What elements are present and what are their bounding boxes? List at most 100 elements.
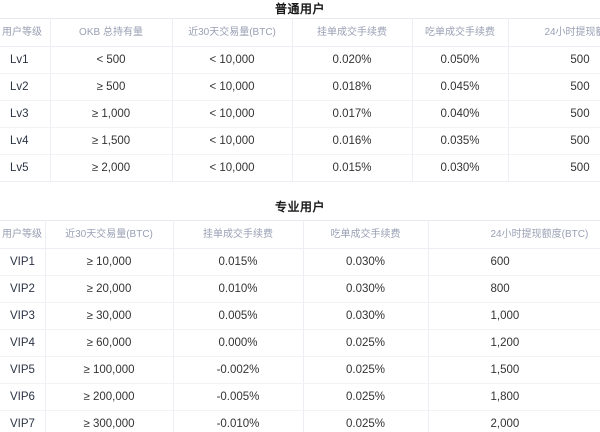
cell-30d-volume: < 10,000 (172, 100, 293, 128)
cell-user-level: Lv1 (0, 46, 51, 74)
table-header-row: 用户等级 OKB 总持有量 近30天交易量(BTC) 挂单成交手续费 吃单成交手… (0, 18, 600, 47)
table-row: VIP6 ≥ 200,000 -0.005% 0.025% 1,800 (0, 383, 600, 411)
cell-taker-fee: 0.025% (303, 329, 429, 357)
cell-taker-fee: 0.030% (303, 302, 429, 330)
cell-taker-fee: 0.025% (303, 410, 429, 432)
cell-maker-fee: -0.005% (173, 383, 304, 411)
cell-user-level: VIP7 (0, 410, 46, 432)
cell-30d-volume: < 10,000 (172, 73, 293, 101)
col-header-taker-fee: 吃单成交手续费 (412, 18, 509, 47)
col-header-30d-volume: 近30天交易量(BTC) (172, 18, 293, 47)
cell-okb-holdings: ≥ 500 (50, 73, 173, 101)
table-row: Lv5 ≥ 2,000 < 10,000 0.015% 0.030% 500 (0, 154, 600, 182)
cell-30d-volume: ≥ 20,000 (45, 275, 174, 303)
cell-maker-fee: -0.002% (173, 356, 304, 384)
table-body-professional: VIP1 ≥ 10,000 0.015% 0.030% 600 VIP2 ≥ 2… (0, 248, 600, 432)
table-wrap-regular: 用户等级 OKB 总持有量 近30天交易量(BTC) 挂单成交手续费 吃单成交手… (0, 18, 600, 182)
cell-24h-withdraw-limit: 2,000 (428, 410, 600, 432)
col-header-24h-withdraw-limit: 24小时提现额度(BTC) (428, 220, 600, 249)
cell-30d-volume: ≥ 10,000 (45, 248, 174, 276)
cell-taker-fee: 0.030% (303, 275, 429, 303)
table-row: Lv1 < 500 < 10,000 0.020% 0.050% 500 (0, 46, 600, 74)
cell-24h-withdraw-limit: 500 (508, 100, 600, 128)
cell-maker-fee: 0.015% (292, 154, 413, 182)
cell-okb-holdings: ≥ 1,500 (50, 127, 173, 155)
cell-24h-withdraw-limit: 1,500 (428, 356, 600, 384)
cell-taker-fee: 0.030% (412, 154, 509, 182)
cell-24h-withdraw-limit: 600 (428, 248, 600, 276)
cell-user-level: Lv2 (0, 73, 51, 101)
cell-24h-withdraw-limit: 500 (508, 154, 600, 182)
table-row: VIP3 ≥ 30,000 0.005% 0.030% 1,000 (0, 302, 600, 330)
section-title-professional: 专业用户 (274, 200, 325, 214)
cell-taker-fee: 0.035% (412, 127, 509, 155)
col-header-maker-fee: 挂单成交手续费 (292, 18, 413, 47)
cell-user-level: Lv4 (0, 127, 51, 155)
cell-30d-volume: ≥ 100,000 (45, 356, 174, 384)
table-body-regular: Lv1 < 500 < 10,000 0.020% 0.050% 500 Lv2… (0, 46, 600, 182)
table-row: Lv3 ≥ 1,000 < 10,000 0.017% 0.040% 500 (0, 100, 600, 128)
cell-taker-fee: 0.025% (303, 383, 429, 411)
cell-okb-holdings: ≥ 1,000 (50, 100, 173, 128)
col-header-taker-fee: 吃单成交手续费 (303, 220, 429, 249)
cell-taker-fee: 0.050% (412, 46, 509, 74)
cell-taker-fee: 0.045% (412, 73, 509, 101)
cell-30d-volume: ≥ 60,000 (45, 329, 174, 357)
section-professional-users: 专业用户 用户等级 近30天交易量(BTC) 挂单成交手续费 吃单成交手续费 2… (0, 198, 600, 432)
table-row: VIP7 ≥ 300,000 -0.010% 0.025% 2,000 (0, 410, 600, 432)
col-header-maker-fee: 挂单成交手续费 (173, 220, 304, 249)
table-wrap-professional: 用户等级 近30天交易量(BTC) 挂单成交手续费 吃单成交手续费 24小时提现… (0, 220, 600, 432)
cell-user-level: VIP2 (0, 275, 46, 303)
cell-user-level: VIP6 (0, 383, 46, 411)
cell-maker-fee: 0.015% (173, 248, 304, 276)
cell-okb-holdings: ≥ 2,000 (50, 154, 173, 182)
table-row: VIP1 ≥ 10,000 0.015% 0.030% 600 (0, 248, 600, 276)
table-row: VIP2 ≥ 20,000 0.010% 0.030% 800 (0, 275, 600, 303)
cell-maker-fee: 0.018% (292, 73, 413, 101)
cell-30d-volume: ≥ 30,000 (45, 302, 174, 330)
cell-maker-fee: 0.010% (173, 275, 304, 303)
col-header-30d-volume: 近30天交易量(BTC) (45, 220, 174, 249)
cell-okb-holdings: < 500 (50, 46, 173, 74)
cell-30d-volume: < 10,000 (172, 154, 293, 182)
cell-user-level: VIP4 (0, 329, 46, 357)
col-header-24h-withdraw-limit: 24小时提现额度 (508, 18, 600, 47)
table-header-row: 用户等级 近30天交易量(BTC) 挂单成交手续费 吃单成交手续费 24小时提现… (0, 220, 600, 249)
cell-maker-fee: 0.020% (292, 46, 413, 74)
cell-24h-withdraw-limit: 1,200 (428, 329, 600, 357)
cell-user-level: VIP3 (0, 302, 46, 330)
col-header-user-level: 用户等级 (0, 220, 46, 249)
cell-24h-withdraw-limit: 500 (508, 127, 600, 155)
cell-user-level: VIP1 (0, 248, 46, 276)
table-row: Lv4 ≥ 1,500 < 10,000 0.016% 0.035% 500 (0, 127, 600, 155)
table-row: VIP5 ≥ 100,000 -0.002% 0.025% 1,500 (0, 356, 600, 384)
table-row: Lv2 ≥ 500 < 10,000 0.018% 0.045% 500 (0, 73, 600, 101)
fee-table-regular: 用户等级 OKB 总持有量 近30天交易量(BTC) 挂单成交手续费 吃单成交手… (0, 18, 600, 182)
cell-maker-fee: 0.005% (173, 302, 304, 330)
cell-24h-withdraw-limit: 1,000 (428, 302, 600, 330)
cell-24h-withdraw-limit: 800 (428, 275, 600, 303)
section-regular-users: 普通用户 用户等级 OKB 总持有量 近30天交易量(BTC) 挂单成交手续费 … (0, 0, 600, 182)
section-title-regular: 普通用户 (274, 2, 325, 16)
cell-taker-fee: 0.025% (303, 356, 429, 384)
cell-user-level: Lv3 (0, 100, 51, 128)
cell-user-level: VIP5 (0, 356, 46, 384)
col-header-user-level: 用户等级 (0, 18, 51, 47)
cell-30d-volume: ≥ 200,000 (45, 383, 174, 411)
fee-table-professional: 用户等级 近30天交易量(BTC) 挂单成交手续费 吃单成交手续费 24小时提现… (0, 220, 600, 432)
cell-user-level: Lv5 (0, 154, 51, 182)
cell-taker-fee: 0.040% (412, 100, 509, 128)
table-head-regular: 用户等级 OKB 总持有量 近30天交易量(BTC) 挂单成交手续费 吃单成交手… (0, 18, 600, 47)
cell-maker-fee: 0.000% (173, 329, 304, 357)
col-header-okb-holdings: OKB 总持有量 (50, 18, 173, 47)
cell-maker-fee: -0.010% (173, 410, 304, 432)
section-gap (0, 182, 600, 198)
cell-maker-fee: 0.017% (292, 100, 413, 128)
cell-taker-fee: 0.030% (303, 248, 429, 276)
cell-30d-volume: ≥ 300,000 (45, 410, 174, 432)
cell-24h-withdraw-limit: 500 (508, 73, 600, 101)
cell-24h-withdraw-limit: 1,800 (428, 383, 600, 411)
cell-30d-volume: < 10,000 (172, 127, 293, 155)
cell-maker-fee: 0.016% (292, 127, 413, 155)
